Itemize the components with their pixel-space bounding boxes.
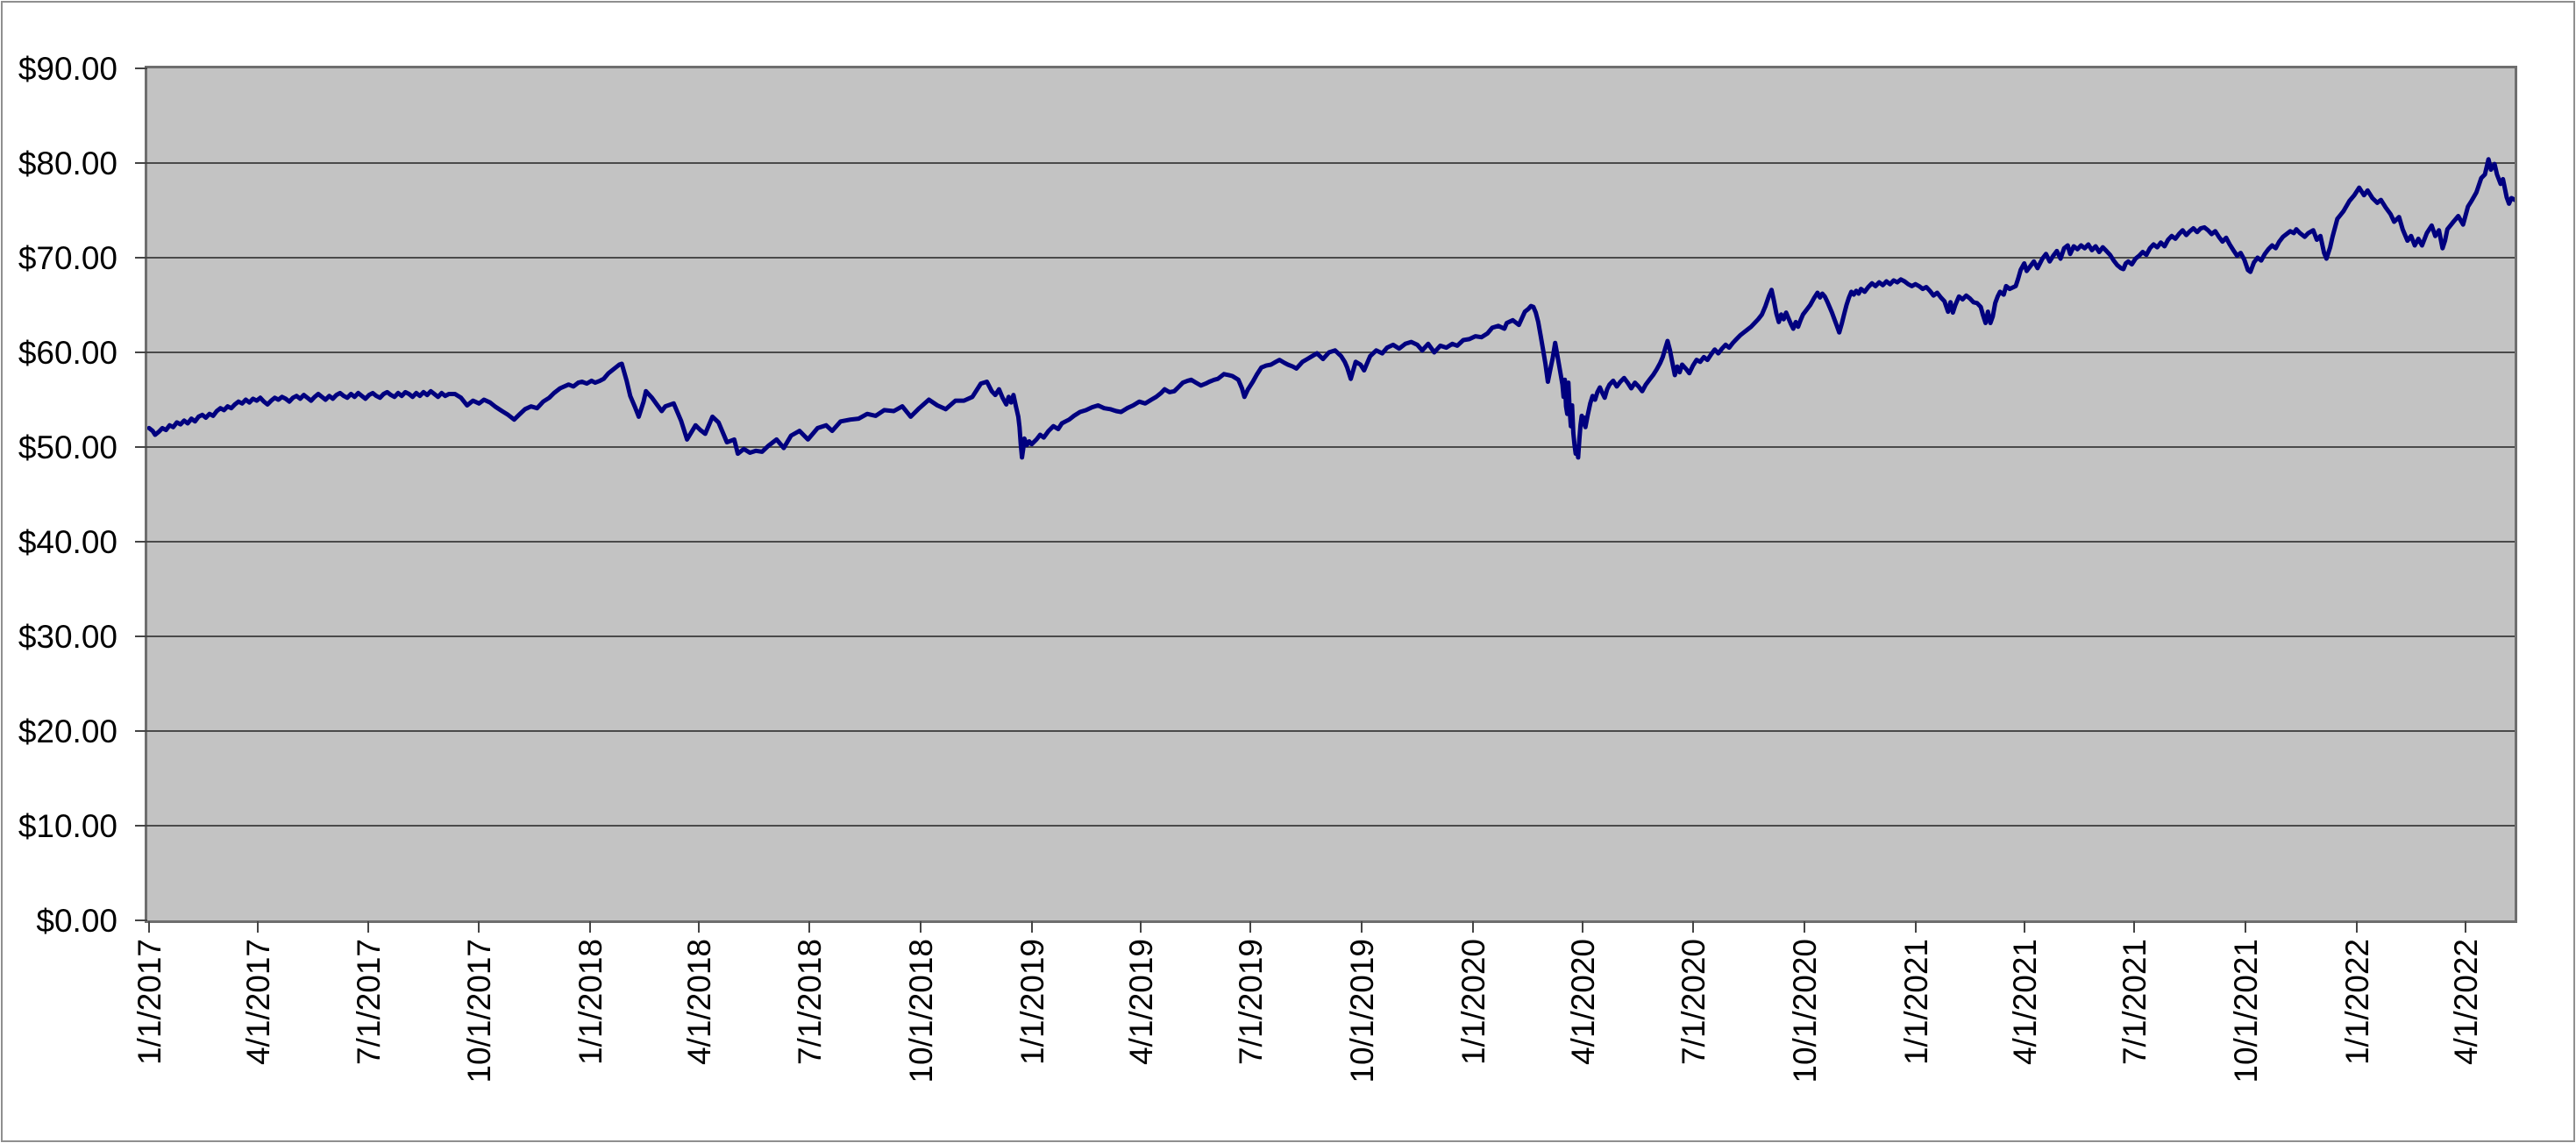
x-axis-label: 1/1/2021 [1897, 939, 1934, 1066]
x-axis-tick [2245, 921, 2247, 933]
x-axis-label: 10/1/2021 [2228, 939, 2265, 1083]
x-axis-label: 10/1/2019 [1344, 939, 1381, 1083]
y-axis-tick [135, 635, 147, 637]
x-axis-label: 4/1/2021 [2006, 939, 2043, 1066]
y-axis-label: $60.00 [18, 334, 117, 371]
x-axis-tick [1249, 921, 1252, 933]
x-axis-tick [366, 921, 369, 933]
x-axis-tick [1471, 921, 1474, 933]
x-axis-label: 7/1/2019 [1233, 939, 1270, 1066]
x-axis-label: 4/1/2022 [2448, 939, 2484, 1066]
x-axis-label: 7/1/2021 [2117, 939, 2153, 1066]
gridline [147, 635, 2515, 637]
y-axis-label: $0.00 [36, 902, 117, 939]
x-axis-tick [148, 921, 150, 933]
y-axis-label: $50.00 [18, 429, 117, 465]
gridline [147, 825, 2515, 827]
x-axis-tick [1030, 921, 1033, 933]
y-axis-label: $10.00 [18, 807, 117, 844]
y-axis-tick [135, 541, 147, 543]
y-axis-label: $30.00 [18, 618, 117, 655]
x-axis-tick [808, 921, 810, 933]
x-axis-label: 1/1/2019 [1014, 939, 1050, 1066]
x-axis-label: 10/1/2018 [902, 939, 939, 1083]
x-axis-tick [1361, 921, 1363, 933]
y-axis-label: $80.00 [18, 145, 117, 181]
x-axis-tick [1914, 921, 1917, 933]
x-axis-label: 4/1/2019 [1122, 939, 1159, 1066]
x-axis-tick [589, 921, 592, 933]
y-axis-tick [135, 730, 147, 732]
y-axis-label: $90.00 [18, 50, 117, 87]
gridline [147, 257, 2515, 259]
y-axis-tick [135, 351, 147, 353]
x-axis-tick [919, 921, 922, 933]
x-axis-tick [478, 921, 480, 933]
x-axis-label: 7/1/2018 [791, 939, 828, 1066]
gridline [147, 541, 2515, 543]
x-axis-label: 1/1/2022 [2338, 939, 2375, 1066]
gridline [147, 446, 2515, 448]
x-axis-label: 7/1/2017 [350, 939, 387, 1066]
x-axis-label: 7/1/2020 [1675, 939, 1711, 1066]
x-axis-tick [2465, 921, 2466, 933]
x-axis-tick [257, 921, 260, 933]
x-axis-tick [1803, 921, 1805, 933]
x-axis-tick [698, 921, 701, 933]
x-axis-tick [2133, 921, 2136, 933]
y-axis-label: $20.00 [18, 713, 117, 749]
y-axis-tick [135, 446, 147, 448]
y-axis-tick [135, 257, 147, 259]
gridline [147, 730, 2515, 732]
x-axis-label: 1/1/2020 [1455, 939, 1491, 1066]
x-axis-tick [1582, 921, 1584, 933]
plot-area [147, 68, 2515, 920]
x-axis-label: 4/1/2018 [681, 939, 718, 1066]
x-axis-label: 1/1/2017 [132, 939, 167, 1066]
x-axis-label: 1/1/2018 [573, 939, 609, 1066]
y-axis-tick [135, 162, 147, 164]
x-axis-tick [1139, 921, 1142, 933]
y-axis-tick [135, 919, 147, 921]
y-axis-label: $40.00 [18, 523, 117, 560]
x-axis-tick [2355, 921, 2358, 933]
y-axis-label: $70.00 [18, 239, 117, 276]
gridline [147, 162, 2515, 164]
x-axis-label: 4/1/2017 [240, 939, 277, 1066]
x-axis-label: 4/1/2020 [1565, 939, 1602, 1066]
x-axis-tick [1691, 921, 1694, 933]
y-axis-tick [135, 825, 147, 827]
x-axis-tick [2023, 921, 2025, 933]
series-line [146, 157, 2517, 460]
y-axis-tick [135, 67, 147, 69]
x-axis-label: 10/1/2020 [1786, 939, 1823, 1083]
x-axis-label: 10/1/2017 [461, 939, 498, 1083]
